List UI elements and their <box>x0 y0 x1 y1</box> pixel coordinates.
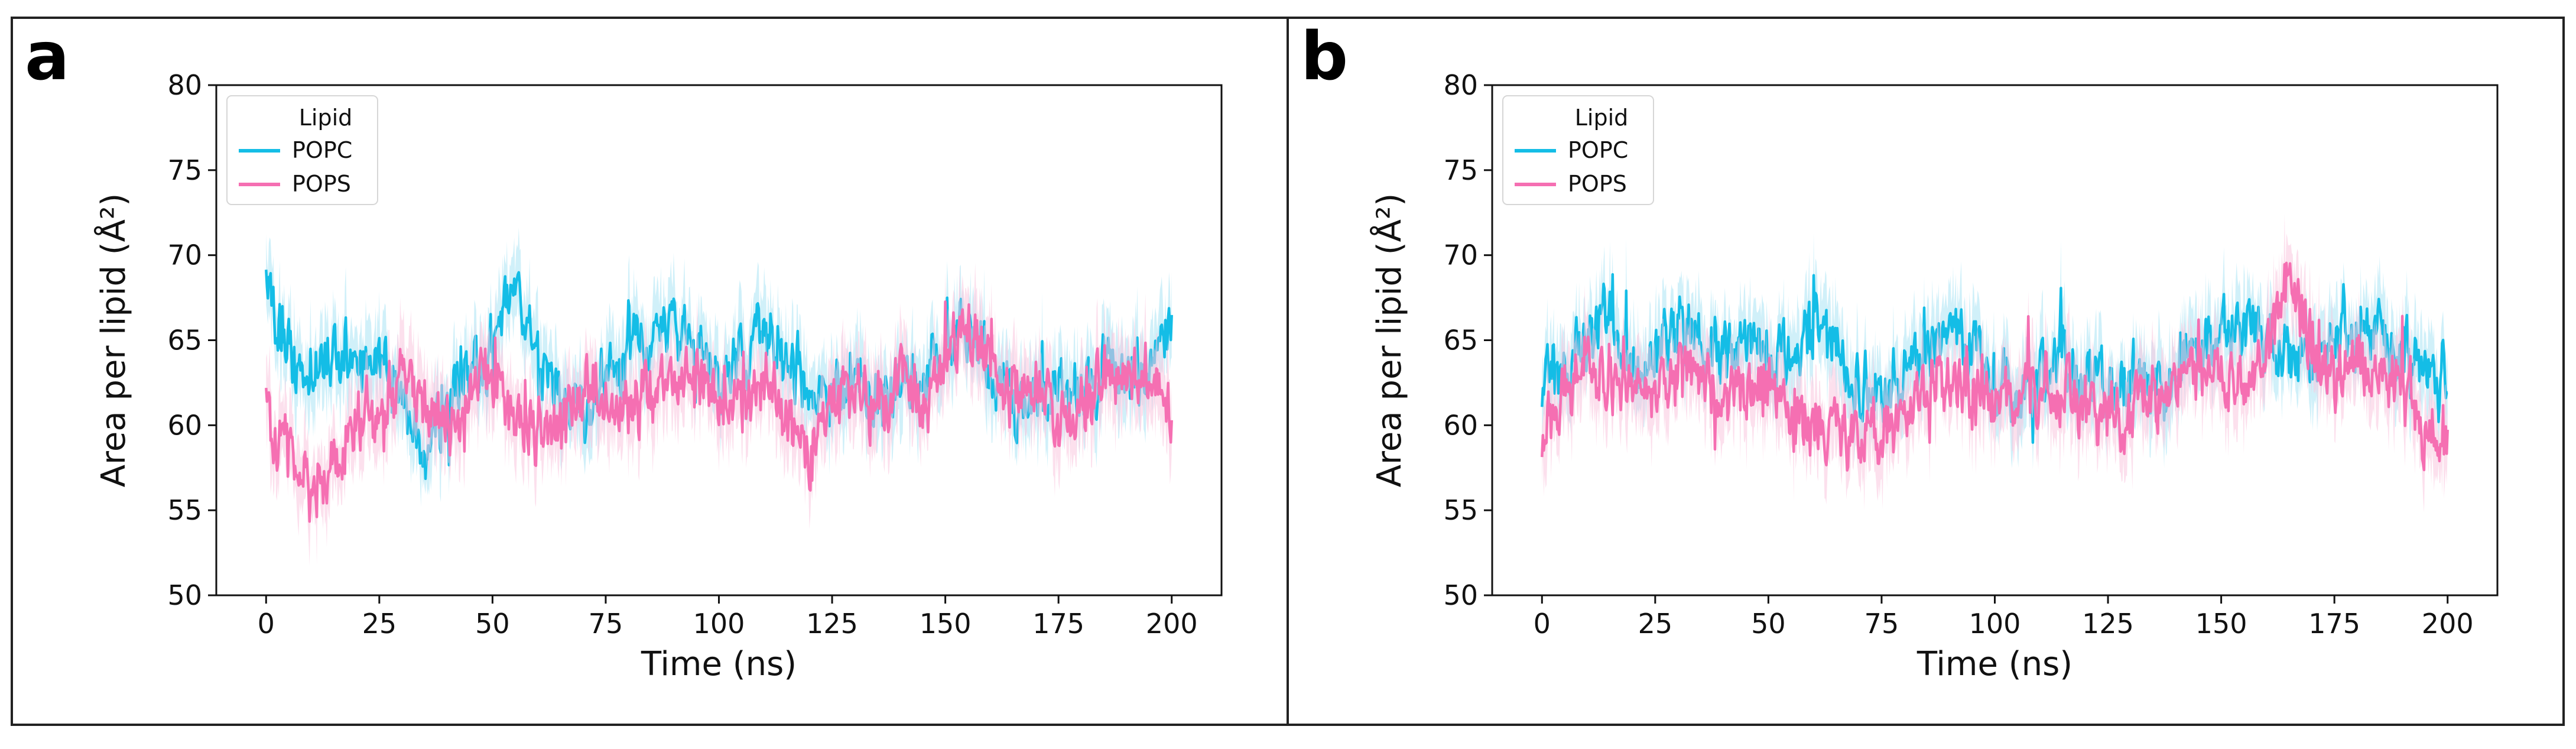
x-tick-label: 100 <box>1969 608 2021 640</box>
x-tick-label: 50 <box>475 608 510 640</box>
x-tick-label: 200 <box>1146 608 1198 640</box>
legend-title: Lipid <box>1575 105 1629 131</box>
x-tick-label: 200 <box>2422 608 2474 640</box>
y-tick-label: 60 <box>167 409 202 441</box>
chart-panel-b: b 0 25 50 75 100 125 150 175 200 50 55 60 65 70 75 80 Tim… <box>1287 17 2565 726</box>
x-tick-label: 75 <box>589 608 623 640</box>
plot-area <box>265 227 1173 566</box>
y-tick-label: 80 <box>1443 69 1478 101</box>
panel-letter: b <box>1301 18 1348 95</box>
series-line-pops <box>1541 261 2449 472</box>
legend-label-popc: POPC <box>292 137 352 163</box>
legend: Lipid POPC POPS <box>226 95 378 205</box>
y-tick-label: 70 <box>1443 239 1478 271</box>
legend: Lipid POPC POPS <box>1502 95 1654 205</box>
x-tick-label: 0 <box>1534 608 1551 640</box>
x-tick-label: 25 <box>1638 608 1673 640</box>
x-tick-label: 25 <box>362 608 397 640</box>
y-axis-label: Area per lipid (Å²) <box>94 193 133 488</box>
x-tick-label: 0 <box>258 608 275 640</box>
x-tick-label: 175 <box>2308 608 2360 640</box>
y-tick-label: 55 <box>167 494 202 526</box>
legend-box <box>1502 95 1654 205</box>
panel-letter: a <box>25 18 70 95</box>
y-axis-label: Area per lipid (Å²) <box>1370 193 1409 488</box>
y-tick-label: 75 <box>1443 154 1478 186</box>
legend-label-pops: POPS <box>1568 171 1627 197</box>
y-tick-label: 70 <box>167 239 202 271</box>
y-tick-label: 60 <box>1443 409 1478 441</box>
x-tick-label: 100 <box>693 608 745 640</box>
x-tick-label: 50 <box>1751 608 1786 640</box>
chart-a-svg: a 0 25 50 75 100 125 150 175 200 50 55 60 65 70 75 80 Tim… <box>25 18 1223 683</box>
y-tick-label: 75 <box>167 154 202 186</box>
legend-label-pops: POPS <box>292 171 351 197</box>
legend-label-popc: POPC <box>1568 137 1628 163</box>
chart-panel-a: a 0 25 50 75 100 125 150 175 200 50 55 60 65 70 75 80 Tim… <box>11 17 1289 726</box>
legend-box <box>226 95 378 205</box>
series-line-pops <box>265 300 1173 523</box>
x-tick-label: 125 <box>806 608 858 640</box>
legend-title: Lipid <box>299 105 353 131</box>
y-tick-label: 50 <box>167 579 202 611</box>
y-tick-label: 65 <box>1443 325 1478 356</box>
x-tick-label: 150 <box>920 608 972 640</box>
x-tick-label: 75 <box>1864 608 1899 640</box>
y-tick-label: 80 <box>167 69 202 101</box>
chart-b-svg: b 0 25 50 75 100 125 150 175 200 50 55 60 65 70 75 80 Tim… <box>1301 18 2499 683</box>
x-tick-label: 125 <box>2082 608 2134 640</box>
y-tick-label: 50 <box>1443 579 1478 611</box>
y-tick-label: 65 <box>167 325 202 356</box>
y-tick-label: 55 <box>1443 494 1478 526</box>
x-axis-label: Time (ns) <box>641 645 797 683</box>
plot-area <box>1541 213 2449 513</box>
x-axis-label: Time (ns) <box>1916 645 2073 683</box>
x-tick-label: 150 <box>2195 608 2247 640</box>
x-tick-label: 175 <box>1032 608 1084 640</box>
